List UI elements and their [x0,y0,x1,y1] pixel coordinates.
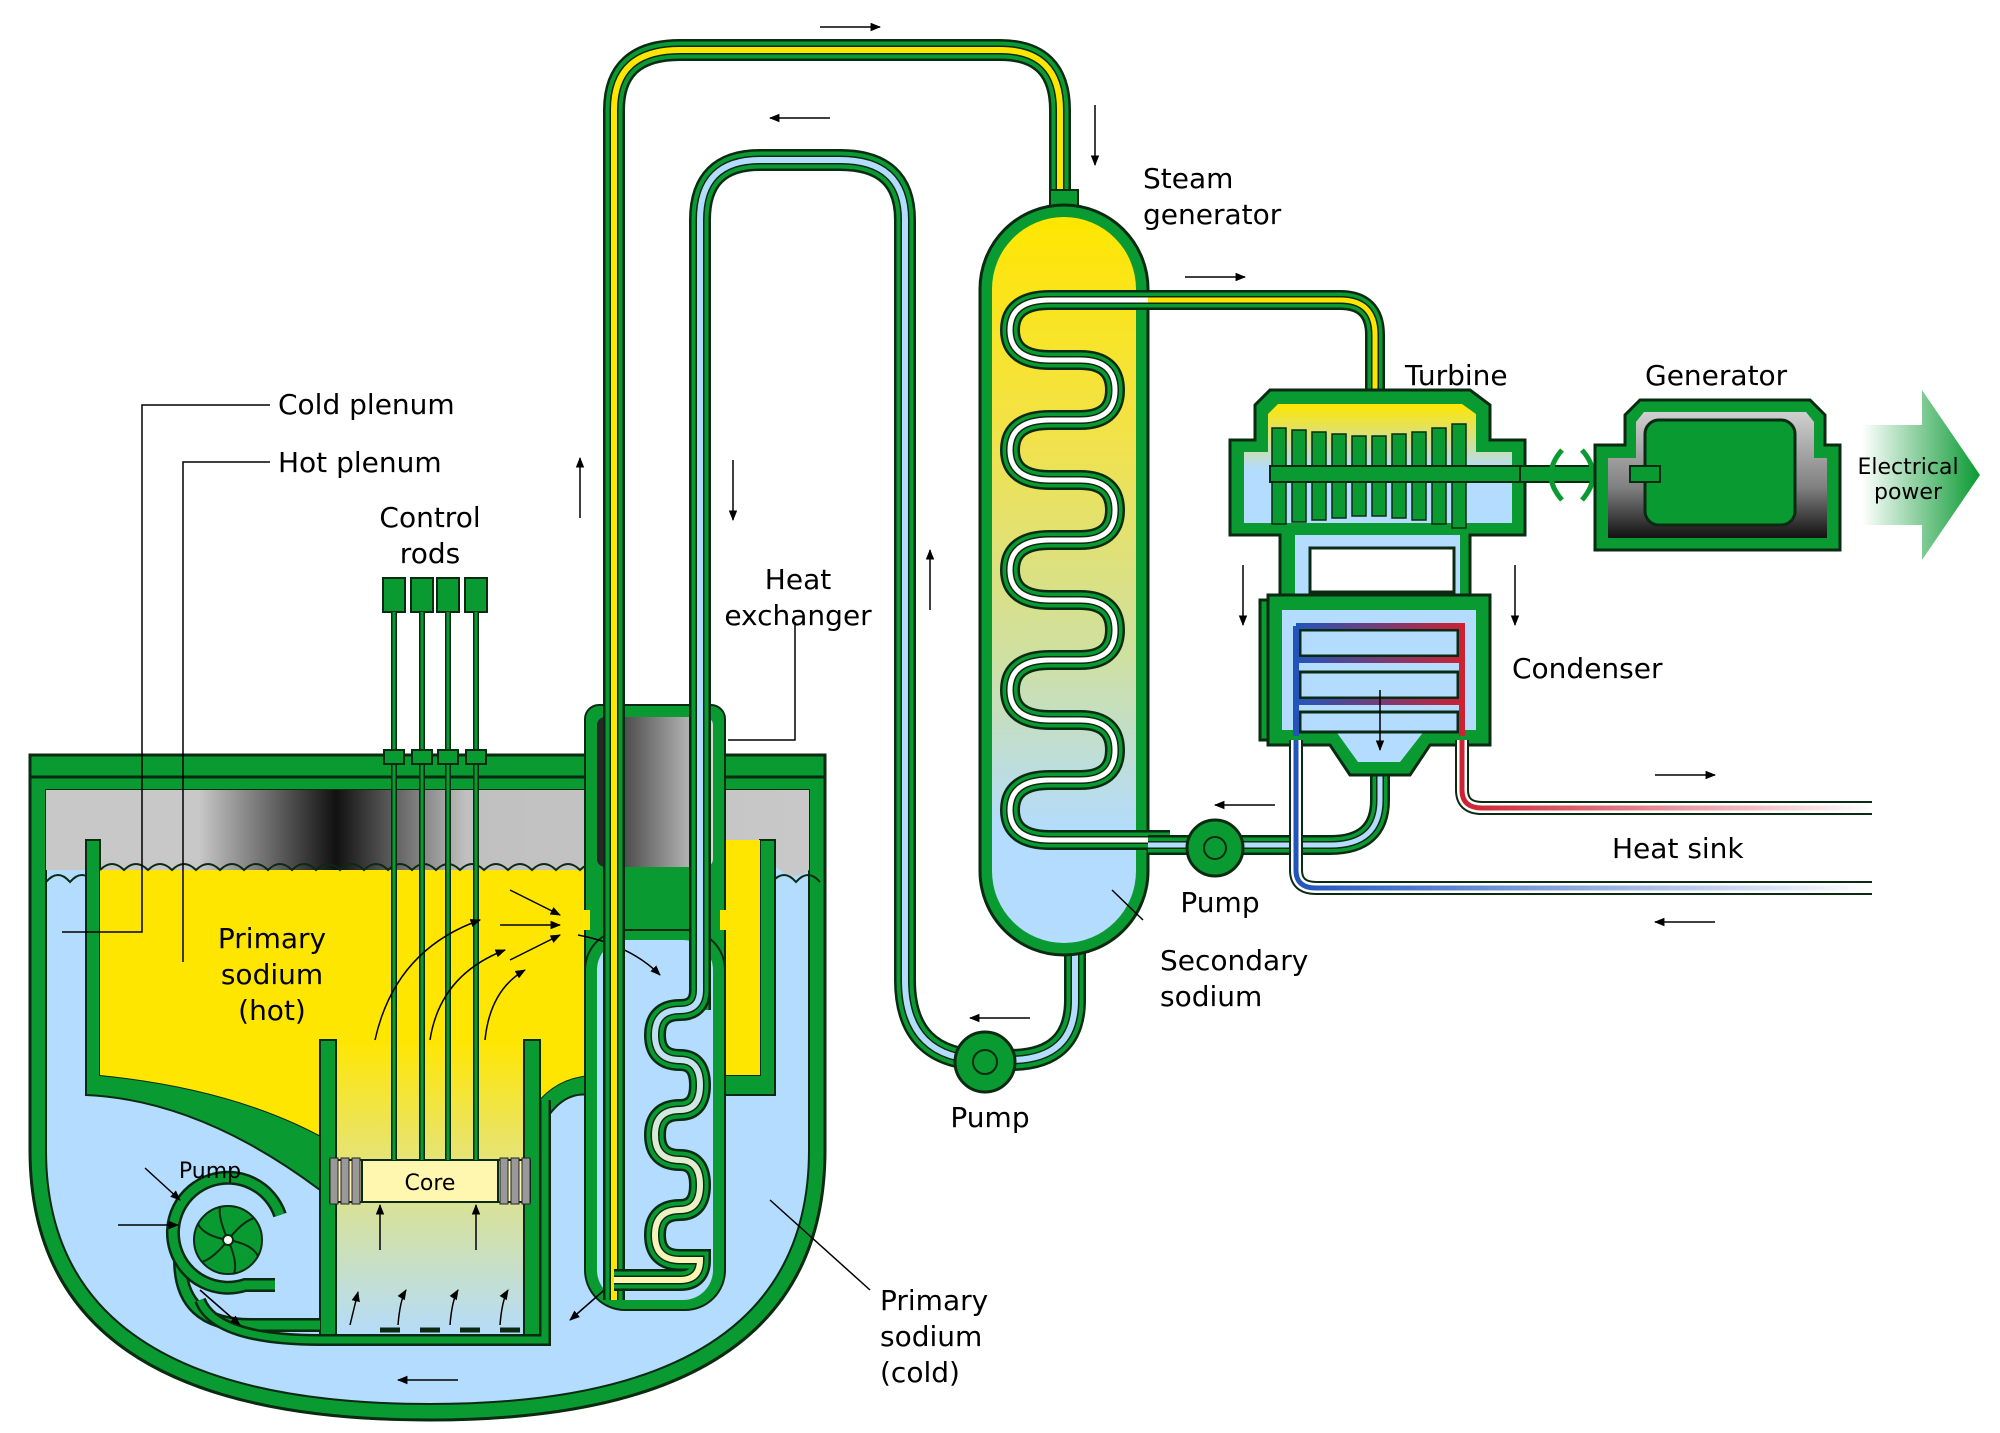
label-pump-primary: Pump [179,1159,241,1184]
label-steam-generator-1: Steam [1143,162,1233,195]
label-cold-plenum: Cold plenum [278,388,455,421]
label-turbine: Turbine [1404,359,1508,392]
label-control-rods-1: Control [379,501,480,534]
label-pump-feedwater: Pump [1180,886,1259,919]
leader-lines [62,404,1144,1291]
label-control-rods-2: rods [400,537,460,570]
primary-pump [165,1100,551,1346]
label-primary-cold-2: sodium [880,1320,982,1353]
electrical-power-arrow [1862,390,1980,560]
feedwater-pump [1185,818,1245,878]
water-steam-loop [1148,272,1980,927]
primary-flow-arrows [118,889,661,1385]
label-electrical-power-2: power [1874,480,1943,505]
label-hot-plenum: Hot plenum [278,446,442,479]
label-generator: Generator [1645,359,1788,392]
label-primary-hot-2: sodium [221,958,323,991]
label-electrical-power-1: Electrical [1857,455,1958,480]
label-heat-sink: Heat sink [1612,832,1744,865]
steam-generator [978,189,1170,957]
label-secondary-sodium-1: Secondary [1160,944,1308,977]
label-primary-cold-3: (cold) [880,1356,960,1389]
label-steam-generator-2: generator [1143,198,1282,231]
secondary-loop [575,22,1100,1300]
label-primary-hot-3: (hot) [238,994,306,1027]
label-condenser: Condenser [1512,652,1663,685]
label-secondary-sodium-2: sodium [1160,980,1262,1013]
label-heat-exchanger-1: Heat [765,563,831,596]
labels: Cold plenum Hot plenum Control rods Heat… [179,162,1959,1389]
electric-generator [1593,398,1842,552]
secondary-pump [953,1030,1017,1094]
condenser [1266,593,1872,895]
shaft-rotation-icon [1548,448,1596,502]
label-pump-secondary: Pump [950,1101,1029,1134]
reactor-core: Core [329,1157,531,1205]
label-heat-exchanger-2: exchanger [724,599,872,632]
control-rods [382,577,488,1160]
label-primary-cold-1: Primary [880,1284,988,1317]
tertiary-flow-arrows [1185,272,1717,927]
label-primary-hot-1: Primary [218,922,326,955]
core-label: Core [405,1171,456,1196]
